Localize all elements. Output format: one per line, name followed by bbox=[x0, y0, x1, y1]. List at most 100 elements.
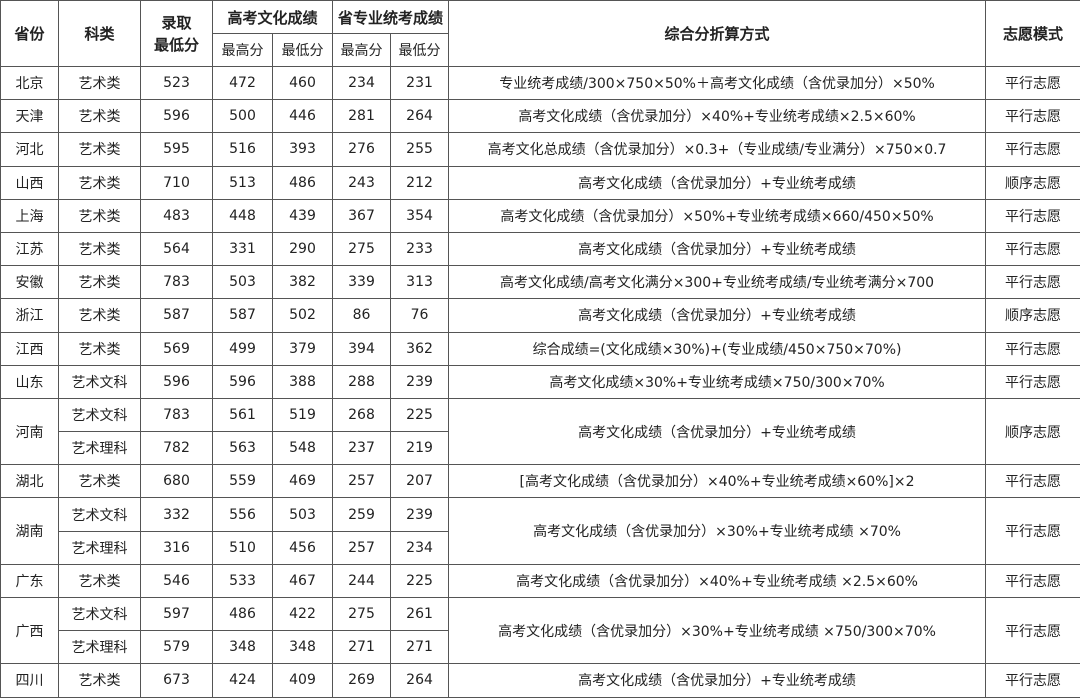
category-cell: 艺术文科 bbox=[58, 364, 141, 399]
culture-min-cell: 348 bbox=[271, 630, 334, 665]
pro-min-cell: 261 bbox=[390, 596, 450, 632]
culture-max-cell: 486 bbox=[212, 596, 273, 632]
category-cell: 艺术类 bbox=[58, 132, 141, 167]
mode-cell: 平行志愿 bbox=[985, 132, 1080, 167]
culture-max-cell: 448 bbox=[212, 198, 273, 233]
formula-cell: 高考文化成绩/高考文化满分×300+专业统考成绩/专业统考满分×700 bbox=[448, 265, 987, 300]
table-row: 艺术理科 579 348 348 271 271 bbox=[1, 630, 1080, 665]
province-cell: 山西 bbox=[0, 165, 59, 200]
formula-cell: [高考文化成绩（含优录加分）×40%+专业统考成绩×60%]×2 bbox=[448, 464, 987, 499]
min-admit-cell: 710 bbox=[140, 165, 213, 200]
header-formula: 综合分折算方式 bbox=[448, 0, 987, 67]
mode-cell: 平行志愿 bbox=[985, 265, 1080, 300]
mode-cell: 平行志愿 bbox=[985, 198, 1080, 233]
pro-min-cell: 212 bbox=[390, 165, 450, 200]
pro-max-cell: 276 bbox=[332, 132, 392, 167]
province-cell: 上海 bbox=[0, 198, 59, 233]
header-category: 科类 bbox=[58, 0, 141, 67]
province-cell: 山东 bbox=[0, 364, 59, 399]
culture-min-cell: 382 bbox=[271, 265, 334, 300]
pro-max-cell: 271 bbox=[332, 630, 392, 665]
mode-cell: 平行志愿 bbox=[985, 464, 1080, 499]
mode-cell: 顺序志愿 bbox=[985, 397, 1080, 466]
header-culture-min: 最低分 bbox=[271, 33, 334, 67]
category-cell: 艺术类 bbox=[58, 663, 141, 698]
culture-max-cell: 533 bbox=[212, 563, 273, 599]
province-cell: 浙江 bbox=[0, 298, 59, 333]
min-admit-cell: 587 bbox=[140, 298, 213, 333]
pro-max-cell: 234 bbox=[332, 65, 392, 101]
culture-max-cell: 331 bbox=[212, 231, 273, 267]
header-pro-min: 最低分 bbox=[390, 33, 450, 67]
culture-min-cell: 460 bbox=[271, 65, 334, 101]
formula-cell: 高考文化成绩（含优录加分）+专业统考成绩 bbox=[448, 165, 987, 200]
province-cell: 天津 bbox=[0, 99, 59, 134]
category-cell: 艺术类 bbox=[58, 265, 141, 300]
table-row: 浙江 艺术类 587 587 502 86 76 高考文化成绩（含优录加分）+专业统考成绩 顺序… bbox=[0, 298, 1080, 333]
category-cell: 艺术类 bbox=[58, 198, 141, 233]
pro-max-cell: 339 bbox=[332, 265, 392, 300]
culture-max-cell: 500 bbox=[212, 99, 273, 134]
culture-min-cell: 486 bbox=[271, 165, 334, 200]
culture-min-cell: 290 bbox=[271, 231, 334, 267]
pro-min-cell: 231 bbox=[390, 65, 450, 101]
mode-cell: 平行志愿 bbox=[985, 65, 1080, 101]
province-cell: 湖北 bbox=[0, 464, 59, 499]
min-admit-cell: 546 bbox=[140, 563, 213, 599]
min-admit-cell: 782 bbox=[140, 431, 213, 466]
category-cell: 艺术理科 bbox=[58, 530, 141, 565]
pro-max-cell: 244 bbox=[332, 563, 392, 599]
formula-cell: 高考文化成绩（含优录加分）+专业统考成绩 bbox=[448, 298, 987, 333]
culture-min-cell: 548 bbox=[271, 431, 334, 466]
culture-max-cell: 561 bbox=[212, 397, 273, 433]
mode-cell: 顺序志愿 bbox=[985, 165, 1080, 200]
category-cell: 艺术理科 bbox=[58, 630, 141, 665]
table-row: 湖北 艺术类 680 559 469 257 207 [高考文化成绩（含优录加分）×40%+专… bbox=[0, 464, 1080, 499]
province-cell: 江西 bbox=[0, 331, 59, 366]
mode-cell: 平行志愿 bbox=[985, 99, 1080, 134]
formula-cell: 高考文化成绩（含优录加分）×40%+专业统考成绩 ×2.5×60% bbox=[448, 563, 987, 599]
table-row: 山东 艺术文科 596 596 388 288 239 高考文化成绩×30%+专业统考成绩×7… bbox=[0, 364, 1080, 399]
category-cell: 艺术文科 bbox=[58, 397, 141, 433]
table-row: 湖南 艺术文科 332 556 503 259 239 高考文化成绩（含优录加分）×30%+专… bbox=[0, 497, 1080, 565]
category-cell: 艺术文科 bbox=[58, 596, 141, 632]
min-admit-cell: 569 bbox=[140, 331, 213, 366]
mode-cell: 平行志愿 bbox=[985, 231, 1080, 267]
pro-min-cell: 354 bbox=[390, 198, 450, 233]
culture-min-cell: 503 bbox=[271, 497, 334, 532]
culture-max-cell: 556 bbox=[212, 497, 273, 532]
table-row: 广西 艺术文科 597 486 422 275 261 高考文化成绩（含优录加分）×30%+专… bbox=[0, 596, 1080, 665]
category-cell: 艺术理科 bbox=[58, 431, 141, 466]
mode-cell: 顺序志愿 bbox=[985, 298, 1080, 333]
culture-max-cell: 503 bbox=[212, 265, 273, 300]
pro-min-cell: 234 bbox=[390, 530, 450, 565]
table-row: 上海 艺术类 483 448 439 367 354 高考文化成绩（含优录加分）×50%+专业… bbox=[0, 198, 1080, 233]
pro-max-cell: 367 bbox=[332, 198, 392, 233]
mode-cell: 平行志愿 bbox=[985, 497, 1080, 565]
table-row: 广东 艺术类 546 533 467 244 225 高考文化成绩（含优录加分）×40%+专业… bbox=[0, 563, 1080, 599]
culture-min-cell: 446 bbox=[271, 99, 334, 134]
pro-max-cell: 275 bbox=[332, 231, 392, 267]
min-admit-cell: 596 bbox=[140, 364, 213, 399]
table-row: 山西 艺术类 710 513 486 243 212 高考文化成绩（含优录加分）+专业统考成绩… bbox=[0, 165, 1080, 200]
header-min-admit: 录取 最低分 bbox=[140, 0, 213, 67]
culture-max-cell: 348 bbox=[212, 630, 273, 665]
category-cell: 艺术类 bbox=[58, 99, 141, 134]
pro-min-cell: 225 bbox=[390, 397, 450, 433]
formula-cell: 高考文化成绩（含优录加分）+专业统考成绩 bbox=[448, 231, 987, 267]
culture-max-cell: 587 bbox=[212, 298, 273, 333]
header-culture-max: 最高分 bbox=[212, 33, 273, 67]
formula-cell: 高考文化成绩（含优录加分）+专业统考成绩 bbox=[448, 397, 987, 466]
formula-cell: 高考文化成绩（含优录加分）×30%+专业统考成绩 ×750/300×70% bbox=[448, 596, 987, 665]
culture-min-cell: 393 bbox=[271, 132, 334, 167]
formula-cell: 高考文化成绩（含优录加分）×30%+专业统考成绩 ×70% bbox=[448, 497, 987, 565]
formula-cell: 高考文化总成绩（含优录加分）×0.3+（专业成绩/专业满分）×750×0.7 bbox=[448, 132, 987, 167]
pro-min-cell: 313 bbox=[390, 265, 450, 300]
min-admit-cell: 597 bbox=[140, 596, 213, 632]
pro-min-cell: 264 bbox=[390, 99, 450, 134]
header-professional-score: 省专业统考成绩 bbox=[332, 0, 450, 34]
mode-cell: 平行志愿 bbox=[985, 663, 1080, 698]
category-cell: 艺术类 bbox=[58, 464, 141, 499]
pro-min-cell: 362 bbox=[390, 331, 450, 366]
culture-max-cell: 424 bbox=[212, 663, 273, 698]
